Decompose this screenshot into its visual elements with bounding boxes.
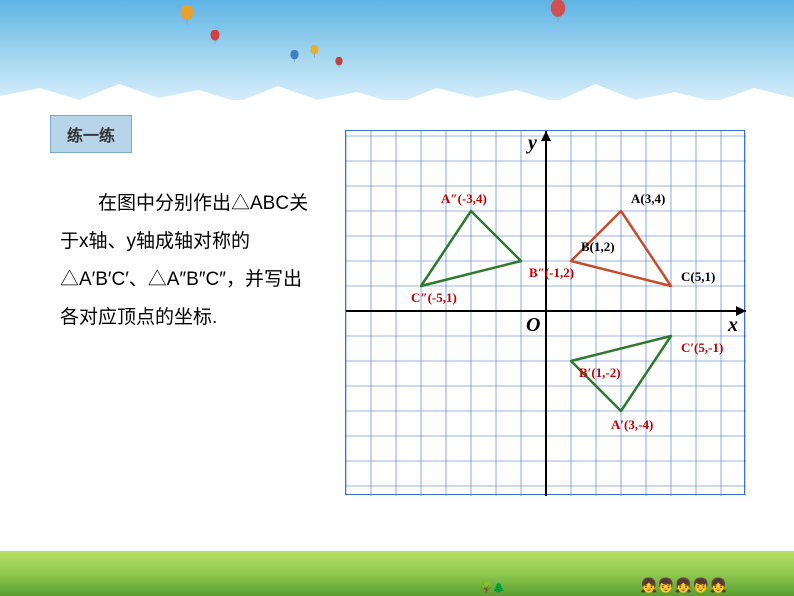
svg-text:B′(1,-2): B′(1,-2) [579, 365, 621, 380]
svg-text:x: x [727, 314, 738, 336]
balloon-icon [550, 0, 566, 25]
svg-text:C″(-5,1): C″(-5,1) [411, 290, 457, 305]
balloon-icon [310, 45, 319, 61]
practice-badge: 练一练 [50, 115, 132, 153]
svg-text:y: y [526, 132, 537, 154]
svg-text:A″(-3,4): A″(-3,4) [441, 191, 487, 206]
deco-2: 👧👦👧👦👧 [640, 577, 727, 594]
grid-svg: y x O A(3,4) B(1,2) C(5,1) A′(3,-4) B′(1,-2) C′(… [346, 131, 746, 496]
svg-text:A(3,4): A(3,4) [631, 191, 665, 206]
problem-text: 在图中分别作出△ABC关于x轴、y轴成轴对称的△A′B′C′、△A″B″C″，并… [60, 185, 320, 337]
svg-text:B(1,2): B(1,2) [581, 239, 615, 254]
svg-text:O: O [526, 314, 540, 336]
balloon-icon [210, 30, 220, 47]
svg-text:B″(-1,2): B″(-1,2) [529, 265, 574, 280]
svg-text:A′(3,-4): A′(3,-4) [611, 417, 653, 432]
svg-text:C(5,1): C(5,1) [681, 269, 715, 284]
svg-text:C′(5,-1): C′(5,-1) [681, 340, 723, 355]
coordinate-grid: y x O A(3,4) B(1,2) C(5,1) A′(3,-4) B′(1,-2) C′(… [345, 130, 745, 495]
balloon-icon [290, 50, 299, 66]
balloon-icon [180, 5, 194, 28]
balloon-icon [335, 55, 343, 71]
deco-1: 🌳🌲 [480, 583, 505, 594]
